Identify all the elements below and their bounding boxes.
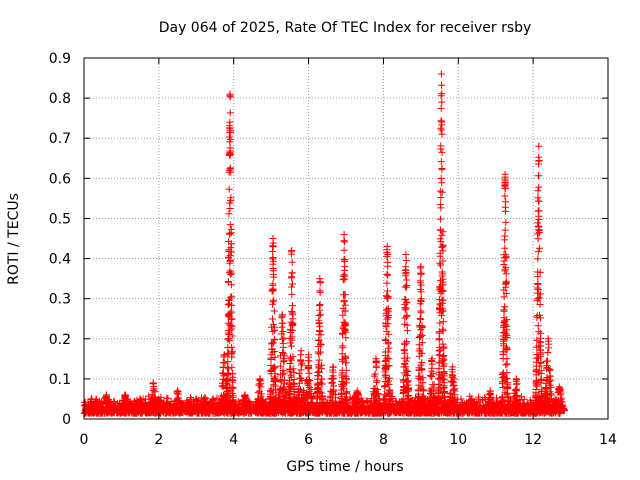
- y-tick-label: 0.7: [49, 131, 71, 147]
- y-tick-label: 0.3: [49, 292, 71, 308]
- y-tick-label: 0.6: [49, 171, 71, 187]
- x-tick-label: 0: [80, 432, 89, 448]
- chart-title: Day 064 of 2025, Rate Of TEC Index for r…: [159, 20, 532, 36]
- plot-frame: [83, 57, 609, 420]
- y-tick-label: 0.1: [49, 372, 71, 388]
- x-tick-label: 14: [599, 432, 617, 448]
- y-tick-label: 0: [62, 412, 71, 428]
- y-tick-label: 0.2: [49, 332, 71, 348]
- y-axis-label: ROTI / TECUs: [6, 193, 22, 285]
- x-tick-label: 2: [154, 432, 163, 448]
- roti-plus-markers: [80, 70, 568, 417]
- x-tick-label: 4: [229, 432, 238, 448]
- x-tick-label: 6: [304, 432, 313, 448]
- data-points: [80, 70, 568, 417]
- x-tick-label: 12: [524, 432, 542, 448]
- y-tick-label: 0.5: [49, 211, 71, 227]
- x-tick-label: 10: [449, 432, 467, 448]
- x-axis-label: GPS time / hours: [286, 459, 403, 475]
- y-tick-label: 0.4: [49, 252, 71, 268]
- y-tick-label: 0.9: [49, 51, 71, 67]
- x-tick-label: 8: [379, 432, 388, 448]
- axis-ticks: 0 2 4 6 8 10 12 14 0 0.1 0.2 0.3 0.4 0.5 0.6 0.7 0.8 0.9: [49, 51, 617, 448]
- y-tick-label: 0.8: [49, 91, 71, 107]
